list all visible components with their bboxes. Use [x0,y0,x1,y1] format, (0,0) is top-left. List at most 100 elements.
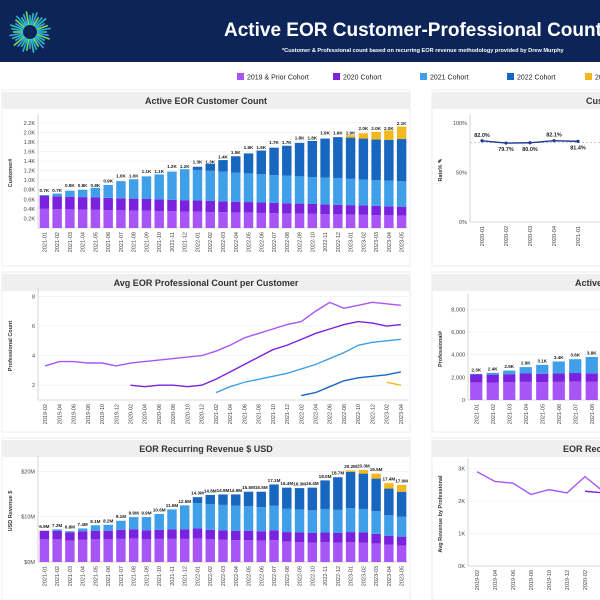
total-label: 1.7K [282,140,292,145]
x-tick-label: 2023-01 [349,566,355,586]
logo-ray [30,38,35,53]
x-tick-label: 2021-01 [474,404,480,424]
total-label: 6.8M [65,525,75,530]
x-tick-label: 2022-11 [323,566,329,586]
total-label: 16.4M [306,481,319,486]
total-label: 1.5K [231,150,241,155]
bar-segment [282,487,292,509]
bar-segment [396,215,407,228]
bar-segment [218,171,228,202]
bar-segment [256,202,266,213]
x-tick-label: 2022-04 [314,404,320,424]
bar-segment [384,130,394,140]
x-tick-label: 2021-11 [170,232,176,252]
bar-segment [103,530,113,540]
x-tick-label: 2022-09 [298,566,304,586]
total-label: 17.0M [395,478,408,483]
bar-segment [345,542,356,562]
bar-segment [90,539,101,562]
bar-segment [358,469,369,474]
bar-segment [470,374,483,383]
total-label: 15.5M [242,485,255,490]
bar-segment [90,187,101,198]
bar-segment [371,139,381,181]
x-tick-label: 2023-03 [374,566,380,586]
bar-segment [320,204,330,215]
x-tick-label: 2022-02 [208,232,214,252]
bar-segment [128,529,139,539]
header-bar [0,0,600,62]
panel-title: Avg EOR Professional Count per Customer [114,278,299,288]
logo-ray [20,37,28,48]
bar-segment [128,538,139,562]
legend-swatch [507,73,514,80]
bar-segment [205,211,215,228]
bar-segment [116,198,126,211]
bar-segment [39,195,50,196]
bar-segment [243,173,254,203]
logo-ray [35,34,46,42]
bar-segment [358,214,369,228]
total-label: 0.8K [65,183,75,188]
bar-segment [77,531,88,540]
x-tick-label: 2021-06 [242,404,248,424]
logo-ray [33,16,43,28]
x-tick-label: 2021-08 [132,566,138,586]
bar-segment [90,525,101,531]
bar-segment [116,538,126,562]
bar-segment [180,200,190,212]
x-tick-label: 2021-08 [132,232,138,252]
bar-segment [205,163,215,171]
x-tick-label: 2023-04 [399,404,405,424]
header-subtitle: *Customer & Professional count based on … [282,48,564,54]
x-tick-label: 2022-09 [298,232,304,252]
y-tick-label: 6,000 [451,330,465,336]
total-label: 16.3M [293,482,306,487]
bar-segment [569,359,582,374]
logo-ray [33,36,45,49]
bar-segment [243,153,254,174]
bar-segment [384,180,394,207]
y-tick-label: 1.8K [24,140,36,146]
bar-segment [52,196,62,210]
x-tick-label: 2022-06 [259,232,265,252]
bar-segment [128,210,139,228]
bar-segment [65,196,75,210]
bar-segment [345,508,356,533]
total-label: 1.6K [244,145,254,150]
x-tick-label: 2021-04 [81,566,87,586]
x-tick-label: 2023-04 [387,232,393,252]
total-label: 1.3K [193,159,203,164]
value-label: 82.0% [474,133,490,139]
x-tick-label: 2022-10 [356,404,362,424]
logo-ray [13,35,26,47]
x-tick-label: 2022-05 [247,232,253,252]
x-tick-label: 2022-03 [221,232,227,252]
bar-segment [552,373,565,382]
bar-segment [396,484,407,492]
bar-segment [77,528,88,532]
bar-segment [231,212,241,228]
total-label: 14.8M [204,488,217,493]
bar-segment [243,202,254,213]
bar-segment [345,205,356,215]
bar-segment [167,171,177,200]
y-tick-label: 6 [32,324,35,330]
bar-segment [192,211,203,228]
bar-segment [358,542,369,562]
value-label: 79.7% [498,147,514,153]
total-label: 1.6K [256,145,266,150]
bar-segment [294,532,305,543]
total-label: 8.2M [103,518,113,523]
bar-segment [396,139,407,182]
bar-segment [333,542,343,562]
total-label: 12.5M [178,499,191,504]
bar-segment [307,532,318,543]
bar-segment [167,199,177,212]
total-label: 9.1M [116,514,126,519]
bar-segment [320,177,330,205]
total-label: 2.0K [371,126,381,131]
bar-segment [141,210,152,228]
x-tick-label: 2021-03 [507,404,513,424]
